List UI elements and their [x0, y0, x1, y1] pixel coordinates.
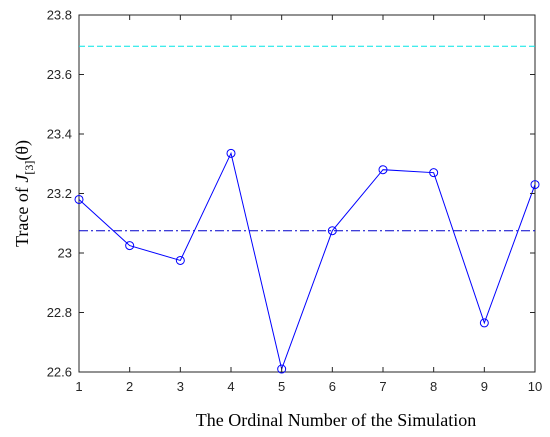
y-axis-label-suffix: (θ) — [12, 140, 33, 161]
series-line — [78, 151, 536, 371]
x-tick-label: 2 — [126, 379, 133, 394]
data-point — [378, 165, 388, 175]
y-tick-label: 23.4 — [47, 127, 72, 142]
y-axis-label: Trace of J[3](θ) — [12, 140, 36, 247]
data-point — [74, 194, 84, 204]
x-tick-label: 4 — [227, 379, 234, 394]
x-tick-label: 8 — [430, 379, 437, 394]
y-axis-label-subscript: [3] — [22, 161, 36, 175]
x-tick-label: 3 — [177, 379, 184, 394]
data-point — [429, 168, 439, 178]
y-ticks: 22.6 22.8 23 23.2 23.4 23.6 23.8 — [47, 8, 535, 380]
x-tick-label: 5 — [278, 379, 285, 394]
data-point — [327, 226, 337, 236]
y-axis-label-prefix: Trace of — [12, 183, 32, 247]
x-tick-label: 10 — [528, 379, 542, 394]
x-ticks: 1 2 3 4 5 6 7 8 9 10 — [75, 15, 542, 394]
y-tick-label: 23 — [58, 246, 72, 261]
data-point — [277, 364, 287, 374]
x-tick-label: 6 — [329, 379, 336, 394]
y-axis-label-symbol: J — [12, 174, 32, 183]
plot-area — [78, 14, 536, 373]
x-tick-label: 7 — [379, 379, 386, 394]
y-tick-label: 22.8 — [47, 305, 72, 320]
data-point — [530, 180, 540, 190]
data-point — [125, 241, 135, 251]
y-tick-label: 23.2 — [47, 186, 72, 201]
y-tick-label: 23.8 — [47, 8, 72, 23]
data-point — [175, 255, 185, 265]
y-tick-label: 22.6 — [47, 365, 72, 380]
reference-lines — [79, 45, 535, 232]
y-tick-label: 23.6 — [47, 67, 72, 82]
data-point — [226, 148, 236, 158]
data-point — [479, 318, 489, 328]
series-group — [74, 148, 540, 374]
x-axis-label: The Ordinal Number of the Simulation — [196, 410, 476, 430]
x-tick-label: 1 — [75, 379, 82, 394]
x-tick-label: 9 — [481, 379, 488, 394]
